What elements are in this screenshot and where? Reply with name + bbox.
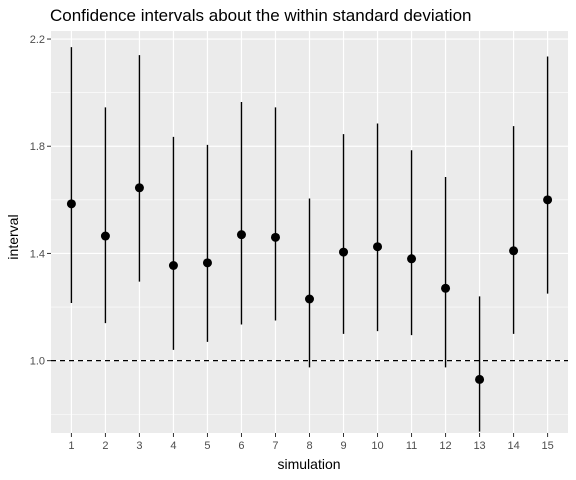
y-axis-title: interval — [5, 214, 21, 259]
data-point — [373, 242, 383, 252]
x-tick-label: 2 — [102, 440, 108, 452]
points — [66, 183, 553, 384]
y-tick-label: 2.2 — [30, 34, 45, 46]
x-axis-ticks: 1 2 3 4 5 6 7 8 9 10 11 12 13 14 15 — [68, 433, 554, 452]
data-point — [270, 232, 280, 242]
data-point — [305, 294, 314, 304]
data-point — [543, 195, 553, 205]
x-tick-label: 4 — [170, 440, 176, 452]
x-tick-label: 13 — [473, 440, 485, 452]
x-tick-label: 3 — [136, 440, 142, 452]
y-tick-label: 1.8 — [30, 141, 45, 153]
x-tick-label: 10 — [371, 440, 383, 452]
data-point — [100, 231, 110, 241]
data-point — [509, 246, 519, 256]
data-point — [475, 374, 485, 384]
data-point — [168, 261, 178, 270]
x-tick-label: 8 — [306, 440, 312, 452]
data-point — [339, 247, 349, 257]
data-point — [202, 258, 212, 268]
y-tick-label: 1.0 — [30, 356, 45, 368]
x-tick-label: 15 — [541, 440, 553, 452]
x-tick-label: 6 — [238, 440, 244, 452]
error-bars — [70, 47, 549, 432]
x-tick-label: 9 — [340, 440, 346, 452]
data-point — [407, 254, 417, 264]
data-point — [134, 183, 144, 193]
x-tick-label: 5 — [204, 440, 210, 452]
y-tick-label: 1.4 — [30, 248, 45, 260]
data-point — [441, 283, 451, 293]
x-axis-title: simulation — [277, 456, 340, 472]
x-tick-label: 11 — [406, 440, 417, 452]
data-point — [236, 230, 246, 240]
y-axis-ticks: 1.0 1.4 1.8 2.2 — [30, 34, 51, 368]
x-tick-label: 1 — [68, 440, 74, 452]
x-tick-label: 12 — [439, 440, 451, 452]
chart-title: Confidence intervals about the within st… — [50, 6, 472, 25]
data-point — [66, 199, 76, 209]
x-tick-label: 14 — [507, 440, 519, 452]
x-tick-label: 7 — [272, 440, 278, 452]
